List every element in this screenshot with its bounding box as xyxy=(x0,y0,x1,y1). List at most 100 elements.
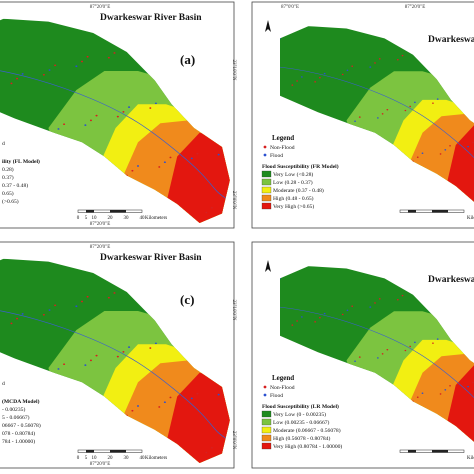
sample-point xyxy=(158,166,161,168)
scale-bar-fill xyxy=(432,450,448,453)
scale-tick: 10 xyxy=(92,216,98,221)
legend-class: 5 - 0.06667) xyxy=(2,414,30,421)
sample-point xyxy=(378,298,381,300)
sample-point xyxy=(128,106,131,108)
sample-point xyxy=(190,157,193,160)
coordinate-label: 23°10'0"N xyxy=(231,59,236,80)
sample-point xyxy=(421,392,424,394)
sample-point xyxy=(444,149,447,151)
legend-class: Moderate (0.06667 - 0.56078) xyxy=(273,427,341,434)
scale-unit: Kilometers xyxy=(145,216,167,221)
sample-point xyxy=(396,58,399,61)
coordinate-label: 87°20'0"E xyxy=(90,222,111,227)
scale-unit: Kilometers xyxy=(145,456,167,461)
sample-point xyxy=(409,105,412,108)
legend-title: Flood Susceptibility (LR Model) xyxy=(262,403,339,410)
coordinate-label: 87°20'0"E xyxy=(90,245,111,250)
sample-point xyxy=(354,360,356,362)
map-panel: Dwarkeswar Rive Legend Non-Flood Flood Flood… xyxy=(251,241,474,469)
sample-point xyxy=(113,292,116,294)
scale-tick: 0 xyxy=(77,456,80,461)
sample-point xyxy=(48,309,51,311)
legend-class: 06667 - 0.56078) xyxy=(2,422,41,429)
scale-tick: 0 xyxy=(77,216,80,221)
legend-class: 078 - 0.80784) xyxy=(2,430,35,437)
sample-point xyxy=(341,313,344,316)
sample-point xyxy=(113,52,116,54)
sample-point xyxy=(89,119,92,122)
sample-point xyxy=(57,368,60,370)
sample-point xyxy=(42,313,45,316)
legend-marker: d xyxy=(2,141,5,147)
legend-title: (MCDA Model) xyxy=(2,398,40,405)
sample-point xyxy=(378,58,381,60)
sample-point xyxy=(432,102,434,104)
sample-point xyxy=(296,320,298,322)
sample-point xyxy=(300,76,303,78)
sample-point xyxy=(358,356,361,358)
coordinate-label: 23°10'0"N xyxy=(231,299,236,320)
legend-swatch xyxy=(261,178,272,186)
sample-point xyxy=(122,350,125,353)
sample-point xyxy=(210,206,213,209)
sample-point xyxy=(369,306,372,308)
sample-point xyxy=(323,72,326,75)
sample-point xyxy=(107,296,110,299)
legend-class: (>0.65) xyxy=(2,198,19,205)
scale-tick: 20 xyxy=(108,216,114,221)
sample-point xyxy=(163,401,166,404)
sample-point xyxy=(128,346,131,348)
sample-point xyxy=(131,409,134,412)
legend-marker: Non-Flood xyxy=(270,385,295,391)
sample-point xyxy=(381,113,384,115)
map-panel: 87°20'0"E 87°20'0"E 23°10'0"N 23°0'0"N Dwark… xyxy=(0,1,236,229)
sample-point xyxy=(10,82,13,85)
sample-point xyxy=(386,109,389,111)
scale-tick: 40 xyxy=(140,216,146,221)
scale-tick: 30 xyxy=(124,216,130,221)
legend-swatch xyxy=(261,426,272,434)
sample-point xyxy=(414,101,416,104)
sample-point xyxy=(169,156,172,159)
scale-bar-fill xyxy=(110,450,126,453)
panel-label: (c) xyxy=(180,292,194,307)
legend-class: 0.65) xyxy=(2,190,14,197)
sample-point xyxy=(149,107,152,109)
sample-point xyxy=(63,363,66,366)
river xyxy=(0,305,228,440)
sample-point xyxy=(21,312,24,315)
sample-point xyxy=(116,115,119,118)
legend-heading: Legend xyxy=(272,374,294,382)
legend-class: High (0.56078 - 0.80784) xyxy=(273,435,330,442)
scale-tick: 5 xyxy=(85,216,88,221)
sample-point xyxy=(351,305,354,308)
scale-tick: 20 xyxy=(108,456,114,461)
sample-point xyxy=(341,73,344,76)
legend-class: - 0.00235) xyxy=(2,406,25,413)
legend-swatch xyxy=(261,442,272,450)
sample-point xyxy=(205,211,208,214)
legend-marker: Non-Flood xyxy=(270,145,295,151)
sample-point xyxy=(210,446,213,449)
legend-swatch xyxy=(261,434,272,442)
sample-point xyxy=(444,389,447,391)
map-panel: 87°0'0"E 87°20'0"E Dwarkeswar River Legend N… xyxy=(251,1,474,229)
sample-point xyxy=(190,397,193,400)
sample-point xyxy=(319,317,321,319)
sample-point xyxy=(421,152,424,154)
scale-bar-fill xyxy=(86,210,94,213)
sample-point xyxy=(374,302,376,304)
sample-point xyxy=(471,381,474,384)
panel-label: (a) xyxy=(180,52,195,67)
sample-point xyxy=(122,110,125,113)
sample-point xyxy=(95,114,98,117)
sample-point xyxy=(16,77,19,80)
sample-point xyxy=(217,393,220,396)
legend-class: 784 - 1.00000) xyxy=(2,438,35,445)
legend-class: Very High (>0.65) xyxy=(273,203,314,210)
sample-point xyxy=(369,66,372,68)
sample-point xyxy=(414,341,416,344)
sample-point xyxy=(401,294,404,297)
sample-point xyxy=(386,349,389,351)
